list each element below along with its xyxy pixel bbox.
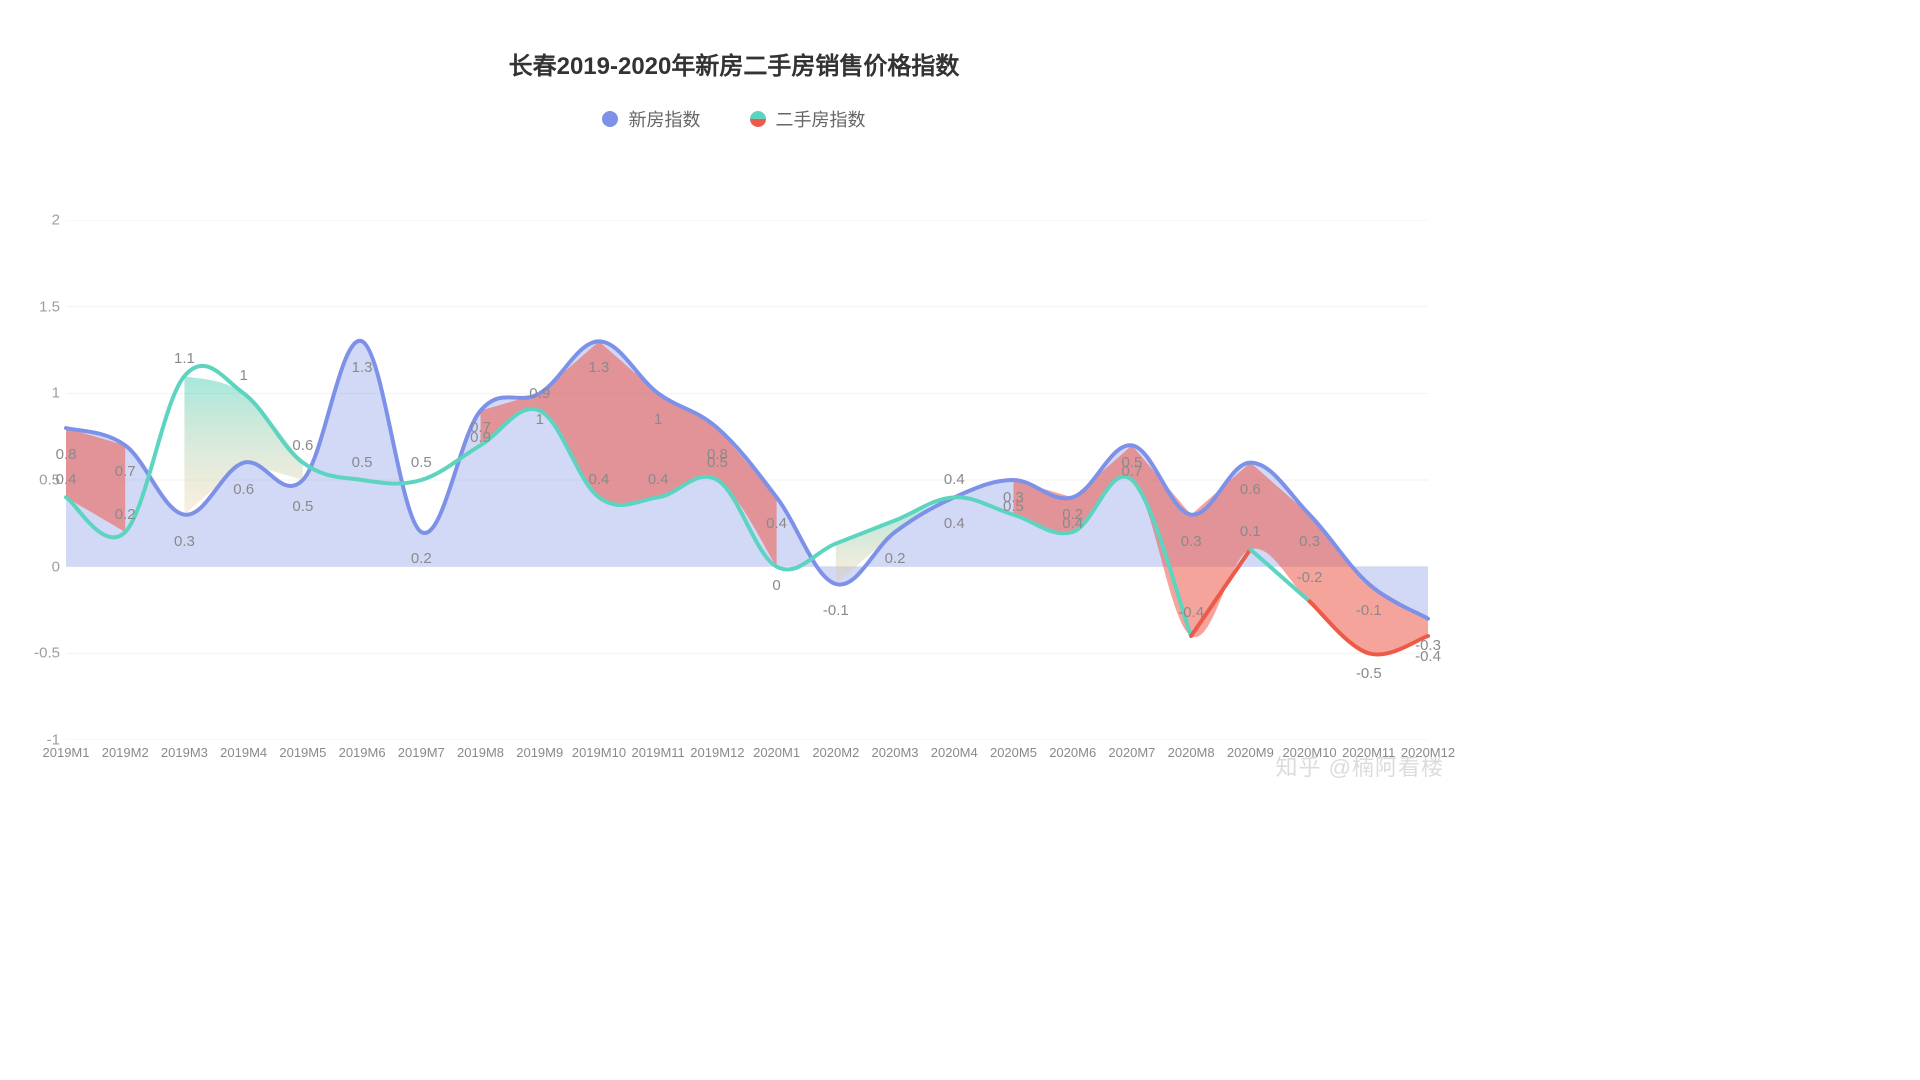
legend-label-second: 二手房指数 [776, 106, 866, 132]
value-label: 1.3 [589, 359, 610, 376]
x-tick-label: 2019M4 [220, 745, 267, 760]
value-label: 1.3 [352, 359, 373, 376]
value-label: -0.4 [1415, 648, 1441, 665]
value-label: 0.3 [1181, 533, 1202, 550]
x-tick-label: 2019M12 [690, 745, 744, 760]
value-label: 0.2 [411, 550, 432, 567]
value-label: 0.6 [292, 437, 313, 454]
value-label: 0.3 [174, 533, 195, 550]
value-label: 0.4 [589, 471, 610, 488]
x-tick-label: 2020M3 [872, 745, 919, 760]
x-tick-label: 2019M2 [102, 745, 149, 760]
x-tick-label: 2020M5 [990, 745, 1037, 760]
chart-container: 长春2019-2020年新房二手房销售价格指数 新房指数 二手房指数 知乎 @楠… [0, 0, 1468, 826]
value-label: 0.6 [233, 481, 254, 498]
value-label: 0.3 [1299, 533, 1320, 550]
x-tick-label: 2019M6 [339, 745, 386, 760]
value-label: 0.5 [352, 454, 373, 471]
value-label: 1.1 [174, 350, 195, 367]
x-tick-label: 2020M10 [1282, 745, 1336, 760]
legend-label-new: 新房指数 [628, 106, 700, 132]
x-tick-label: 2019M5 [279, 745, 326, 760]
legend-item-new: 新房指数 [602, 106, 700, 132]
value-label: 0.7 [470, 419, 491, 436]
value-label: 0.5 [292, 498, 313, 515]
x-tick-label: 2019M8 [457, 745, 504, 760]
x-tick-label: 2019M1 [43, 745, 90, 760]
value-label: 0.1 [1240, 523, 1261, 540]
legend-dot-second [750, 111, 766, 127]
x-tick-label: 2020M9 [1227, 745, 1274, 760]
x-tick-label: 2020M2 [812, 745, 859, 760]
legend-dot-new [602, 111, 618, 127]
x-tick-label: 2020M11 [1342, 745, 1395, 760]
x-tick-label: 2020M7 [1108, 745, 1155, 760]
value-label: 0.5 [707, 454, 728, 471]
x-tick-label: 2019M10 [572, 745, 626, 760]
value-label: 0.4 [648, 471, 669, 488]
value-label: 1 [536, 411, 544, 428]
y-tick-label: -0.5 [34, 645, 60, 662]
value-label: 0.5 [1121, 454, 1142, 471]
x-tick-label: 2020M4 [931, 745, 978, 760]
x-tick-label: 2019M3 [161, 745, 208, 760]
chart-title: 长春2019-2020年新房二手房销售价格指数 [0, 46, 1468, 81]
x-tick-label: 2020M12 [1401, 745, 1455, 760]
y-tick-label: 0 [52, 558, 60, 575]
value-label: 0.6 [1240, 481, 1261, 498]
value-label: 0.4 [766, 515, 787, 532]
x-tick-label: 2020M8 [1168, 745, 1215, 760]
x-tick-label: 2019M9 [516, 745, 563, 760]
legend-item-second: 二手房指数 [750, 106, 866, 132]
y-tick-label: 1.5 [39, 298, 60, 315]
value-label: 0.2 [1062, 506, 1083, 523]
x-tick-label: 2020M1 [753, 745, 800, 760]
y-tick-label: 1 [52, 385, 60, 402]
value-label: 0.4 [944, 515, 965, 532]
value-label: -0.4 [1178, 604, 1204, 621]
value-label: -0.2 [1297, 569, 1323, 586]
value-label: -0.1 [1356, 602, 1382, 619]
value-label: 1 [239, 367, 247, 384]
legend: 新房指数 二手房指数 [0, 106, 1468, 132]
y-tick-label: 2 [52, 212, 60, 229]
value-label: 0.4 [56, 471, 77, 488]
value-label: 0.8 [56, 446, 77, 463]
value-label: 0.2 [115, 506, 136, 523]
value-label: 0.7 [115, 463, 136, 480]
value-label: 0.3 [1003, 489, 1024, 506]
value-label: 0.4 [944, 471, 965, 488]
value-label: 1 [654, 411, 662, 428]
x-tick-label: 2020M6 [1049, 745, 1096, 760]
x-tick-label: 2019M11 [632, 745, 685, 760]
x-tick-label: 2019M7 [398, 745, 445, 760]
value-label: -0.1 [823, 602, 849, 619]
value-label: 0.9 [529, 385, 550, 402]
value-label: 0.2 [885, 550, 906, 567]
value-label: 0 [772, 577, 780, 594]
value-label: -0.5 [1356, 665, 1382, 682]
value-label: 0.5 [411, 454, 432, 471]
